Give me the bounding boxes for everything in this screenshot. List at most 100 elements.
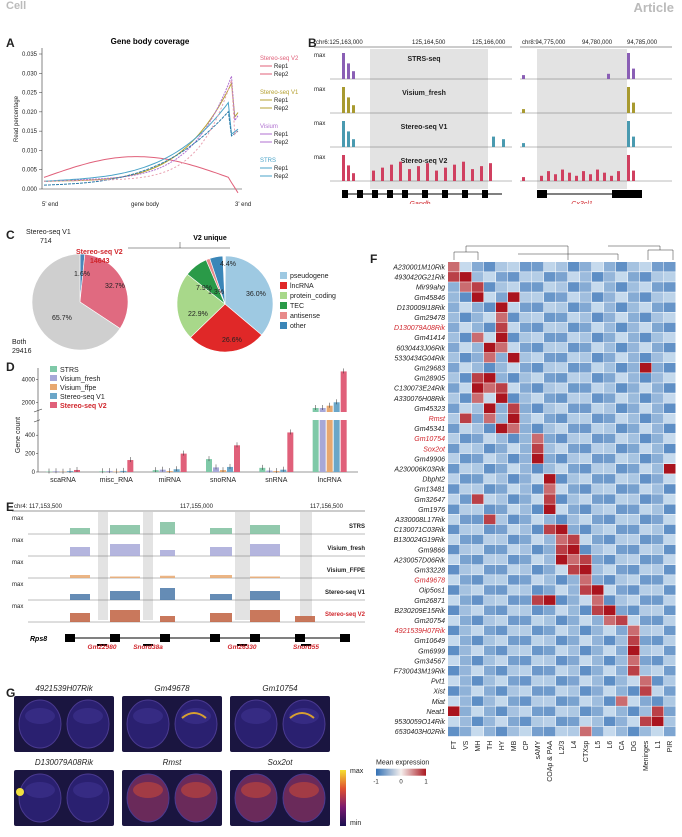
panel-f-cell (568, 716, 580, 727)
panel-f-col-label: DG (631, 741, 638, 752)
panel-f-cell (496, 635, 508, 646)
panel-f-cell (520, 514, 532, 525)
panel-g-colorbar (340, 770, 346, 826)
panel-b-peak (575, 175, 578, 181)
panel-f-cell (592, 676, 604, 686)
panel-e-coverage (160, 616, 175, 622)
panel-d-bar (312, 408, 319, 472)
panel-b-exon (372, 190, 378, 198)
panel-e-coverage (210, 528, 232, 534)
panel-f-cell (532, 686, 544, 696)
pie2-legend-label: pseudogene (290, 273, 329, 280)
panel-f-cell (580, 726, 592, 737)
panel-d-legend-swatch (50, 402, 57, 408)
coverage-curve (43, 101, 239, 182)
panel-f-cell (616, 453, 628, 464)
panel-f-cell (652, 332, 664, 343)
panel-f-row-label: 6530403H02Rik (395, 729, 446, 736)
panel-f-cell (496, 282, 508, 292)
panel-f-cell (628, 423, 640, 434)
panel-f-cell (448, 595, 460, 605)
panel-f-cell (556, 635, 568, 646)
panel-f-cell (628, 302, 640, 312)
panel-f-cell (580, 433, 592, 444)
panel-f-cell (472, 595, 484, 605)
article-label: Article (633, 0, 674, 15)
panel-f-cell (628, 686, 640, 696)
panel-f-cell (508, 575, 520, 585)
panel-f-cell (640, 666, 652, 676)
panel-f-cell (616, 635, 628, 646)
panel-f-cell (520, 423, 532, 434)
panel-f-cell (604, 534, 616, 545)
panel-f-cell (664, 494, 676, 504)
panel-f-cell (472, 585, 484, 595)
panel-f-cell (532, 302, 544, 312)
panel-b-coord: 94,780,000 (582, 40, 613, 46)
panel-d-ytick: 2000 (22, 400, 36, 406)
pie2-title: V2 unique (193, 235, 227, 242)
panel-f-cell (568, 625, 580, 636)
panel-f-cell (448, 706, 460, 716)
panel-f-cell (520, 534, 532, 545)
panel-f-cell (520, 474, 532, 484)
panel-f-cell (664, 504, 676, 514)
panel-f-cell (640, 706, 652, 716)
panel-f-cell (640, 504, 652, 514)
panel-f-cell (472, 666, 484, 676)
panel-f-cell (616, 575, 628, 585)
panel-f-cell (448, 605, 460, 615)
panel-e-coverage (110, 591, 140, 600)
panel-f-cell (460, 423, 472, 434)
panel-f-cell (520, 403, 532, 413)
panel-f-cell (448, 534, 460, 545)
panel-f-cell (592, 272, 604, 282)
panel-b-peak (352, 173, 355, 181)
panel-d-ytick: 200 (25, 452, 36, 458)
panel-b-gene-gapdh: Gapdh (409, 201, 430, 204)
panel-f-row-label: Gm26871 (414, 598, 445, 605)
panel-f-cell (580, 474, 592, 484)
panel-f-cell (508, 676, 520, 686)
panel-e-track-name: Visium_FFPE (327, 568, 365, 574)
panel-f-cell (448, 282, 460, 292)
panel-f-cell (580, 605, 592, 615)
panel-f-cell (592, 383, 604, 393)
panel-e-coverage (210, 575, 232, 578)
panel-f-cell (448, 625, 460, 636)
panel-f-cell (568, 645, 580, 656)
panel-f-cell (604, 605, 616, 615)
panel-f-cell (532, 676, 544, 686)
panel-b-peak (632, 68, 635, 79)
panel-f-col-label: PIR (667, 741, 674, 753)
panel-f-cell (568, 393, 580, 403)
panel-f-cell (580, 615, 592, 626)
panel-f-cell (592, 423, 604, 434)
panel-d-bar (333, 402, 340, 472)
panel-f-cell (652, 453, 664, 464)
panel-f-cell (544, 635, 556, 646)
panel-f-cell (628, 524, 640, 535)
panel-f-cell (508, 625, 520, 636)
panel-f-cell (664, 373, 676, 383)
panel-f-cell (544, 585, 556, 595)
panel-f-cell (544, 544, 556, 555)
panel-f-cell (520, 666, 532, 676)
panel-f-cell (544, 504, 556, 514)
panel-b-peak (444, 167, 447, 181)
panel-d-ytick: 0 (32, 470, 36, 476)
panel-f-cell (604, 635, 616, 646)
panel-f-cell (556, 373, 568, 383)
panel-f-row-label: Pvt1 (431, 679, 445, 686)
panel-f-cell (568, 565, 580, 575)
panel-f-cell (580, 282, 592, 292)
panel-f-cell (448, 554, 460, 565)
panel-f-cell (640, 443, 652, 454)
panel-f-cell (496, 332, 508, 343)
panel-f-row-label: 4930420G21Rik (394, 275, 445, 282)
panel-f-cell (604, 706, 616, 716)
panel-f-cell (472, 494, 484, 504)
panel-f-cell (580, 635, 592, 646)
panel-f-cell (628, 474, 640, 484)
panel-f-cell (448, 585, 460, 595)
